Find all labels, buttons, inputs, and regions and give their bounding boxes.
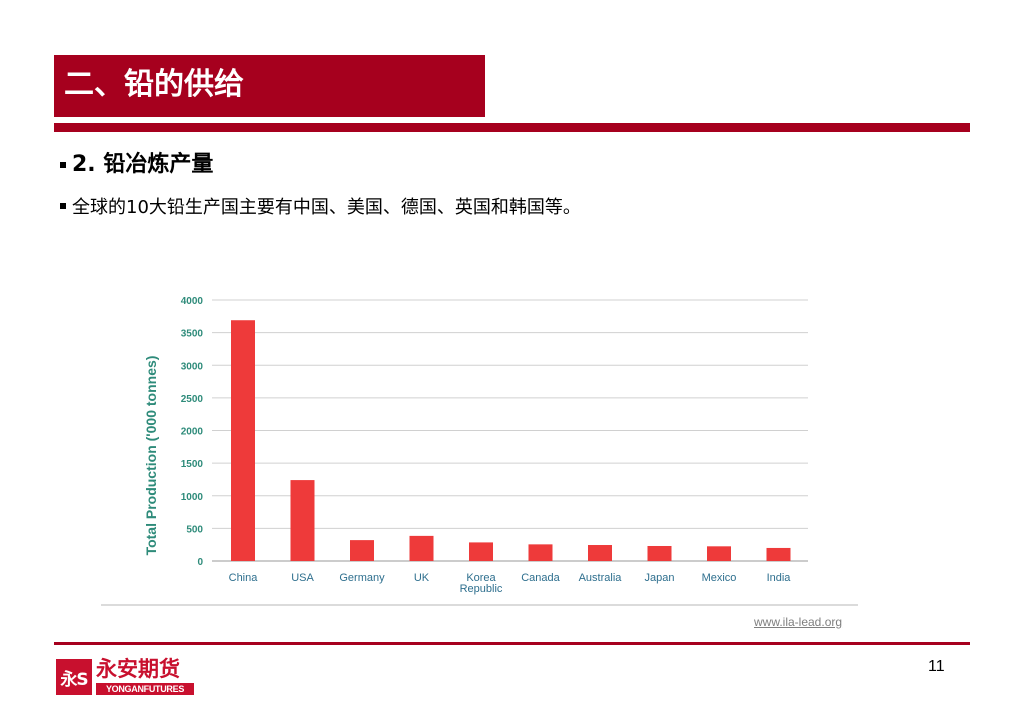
- bullet-point-text: 全球的10大铅生产国主要有中国、美国、德国、英国和韩国等。: [72, 197, 581, 218]
- y-tick-label: 2000: [181, 427, 204, 438]
- y-tick-label: 4000: [181, 296, 204, 307]
- footer-divider: [54, 642, 970, 645]
- section-heading: 2. 铅冶炼产量: [60, 146, 213, 178]
- y-tick-label: 3500: [181, 329, 204, 340]
- logo-chinese-name: 永安期货: [96, 657, 180, 681]
- x-tick-label: Korea: [466, 572, 496, 584]
- bar: [588, 545, 612, 561]
- x-tick-label: Mexico: [702, 572, 737, 584]
- bar: [231, 320, 255, 561]
- x-tick-label: China: [229, 572, 259, 584]
- bar: [707, 546, 731, 561]
- bar: [469, 542, 493, 561]
- y-axis-label: Total Production ('000 tonnes): [143, 356, 159, 556]
- title-banner: 二、铅的供给: [54, 55, 485, 117]
- x-tick-label: India: [767, 572, 792, 584]
- bar: [409, 535, 434, 561]
- logo-english-name: YONGANFUTURES: [96, 683, 194, 695]
- x-tick-label: Republic: [460, 583, 503, 595]
- x-tick-label: Germany: [339, 572, 385, 584]
- x-tick-label: Japan: [645, 572, 675, 584]
- bar: [647, 545, 672, 561]
- slide-title: 二、铅的供给: [64, 67, 244, 102]
- x-tick-label: UK: [414, 572, 430, 584]
- bar: [290, 480, 315, 561]
- bar: [528, 544, 553, 561]
- bullet-point: 全球的10大铅生产国主要有中国、美国、德国、英国和韩国等。: [60, 193, 581, 219]
- bullet-square-icon: [60, 162, 66, 168]
- y-tick-label: 0: [197, 557, 203, 568]
- company-logo: 永S 永安期货 YONGANFUTURES: [56, 657, 194, 697]
- y-tick-label: 3000: [181, 361, 204, 372]
- page-number: 11: [928, 658, 945, 675]
- x-tick-label: USA: [291, 572, 314, 584]
- y-tick-label: 500: [186, 524, 203, 535]
- y-tick-label: 1000: [181, 492, 204, 503]
- bar: [350, 540, 374, 561]
- y-tick-label: 2500: [181, 394, 204, 405]
- source-link[interactable]: www.ila-lead.org: [754, 615, 843, 629]
- x-tick-label: Canada: [521, 572, 560, 584]
- y-tick-label: 1500: [181, 459, 204, 470]
- header-divider: [54, 123, 970, 132]
- section-heading-text: 2. 铅冶炼产量: [72, 152, 214, 177]
- x-tick-label: Australia: [579, 572, 623, 584]
- bullet-square-icon: [60, 203, 66, 209]
- logo-mark: 永S: [56, 659, 92, 695]
- bar: [766, 547, 791, 561]
